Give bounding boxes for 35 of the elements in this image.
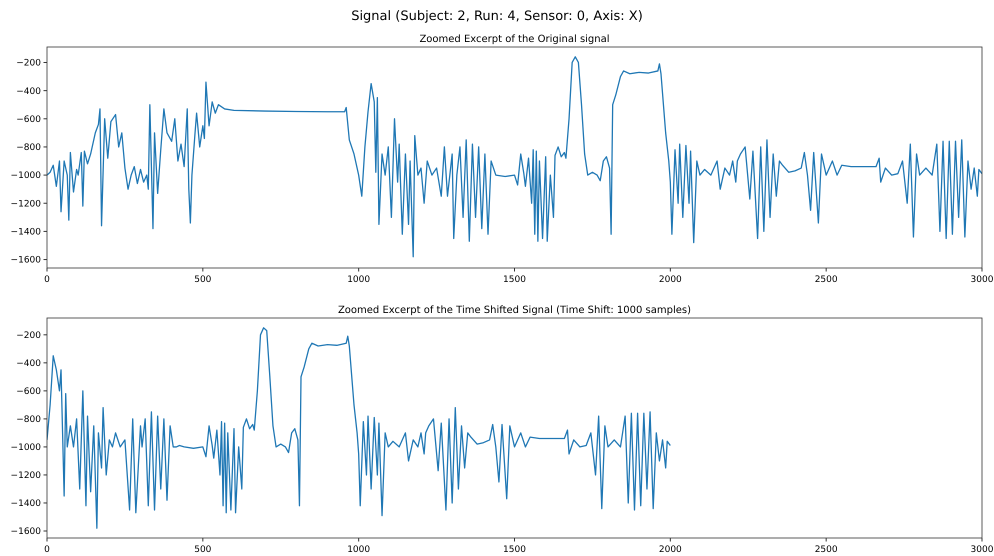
y-tick-label: −1400 [10, 228, 42, 238]
x-tick-label: 0 [44, 545, 50, 555]
y-tick-label: −1600 [10, 256, 42, 266]
x-tick-label: 1000 [347, 275, 370, 285]
y-tick-label: −600 [16, 387, 42, 398]
x-tick-label: 2000 [658, 545, 682, 555]
y-tick-label: −800 [16, 415, 42, 426]
line-series [47, 56, 982, 258]
y-tick-label: −200 [16, 58, 42, 69]
x-tick-label: 3000 [970, 275, 994, 285]
x-tick-label: 1500 [503, 275, 526, 285]
y-tick-label: −200 [16, 330, 42, 341]
y-tick-label: −800 [16, 143, 42, 154]
x-tick-label: 0 [44, 275, 50, 285]
x-tick-label: 1000 [347, 545, 370, 555]
y-tick-label: −1400 [10, 499, 42, 510]
x-tick-label: 3000 [970, 545, 994, 555]
x-tick-label: 2000 [658, 275, 682, 285]
line-series [47, 327, 671, 529]
y-tick-label: −400 [16, 358, 42, 369]
y-tick-label: −1000 [10, 171, 42, 182]
x-tick-label: 2500 [814, 545, 838, 555]
y-tick-label: −1000 [10, 443, 42, 454]
x-tick-label: 2500 [814, 275, 838, 285]
x-tick-label: 500 [194, 275, 212, 285]
y-tick-label: −400 [16, 86, 42, 97]
chart-title: Zoomed Excerpt of the Time Shifted Signal (Time Shift: 1000 samples) [338, 305, 692, 316]
x-tick-label: 500 [194, 545, 212, 555]
y-tick-label: −1200 [10, 471, 42, 482]
y-tick-label: −600 [16, 114, 42, 125]
y-tick-label: −1200 [10, 199, 42, 210]
x-tick-label: 1500 [503, 545, 526, 555]
y-tick-label: −1600 [10, 527, 42, 538]
chart-subtitle: Zoomed Excerpt of the Original signal [419, 34, 610, 45]
chart-title: Signal (Subject: 2, Run: 4, Sensor: 0, Axis: X) [351, 9, 643, 24]
